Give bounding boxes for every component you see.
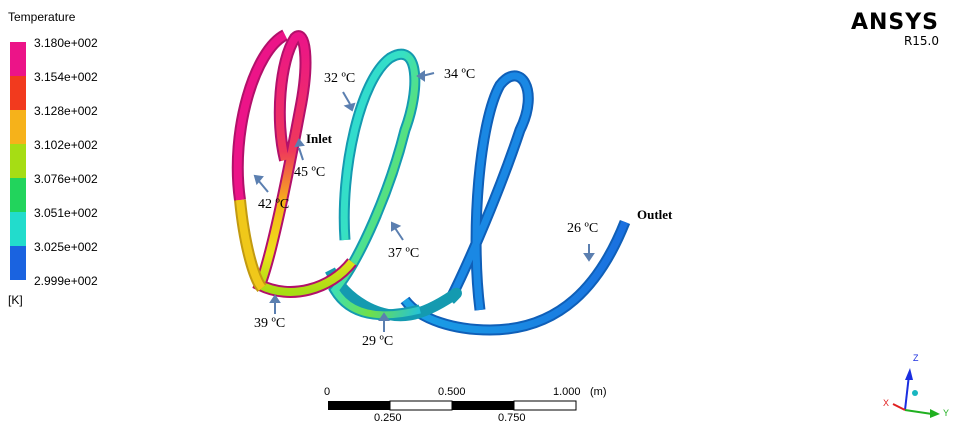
axis-x-label: X (883, 398, 890, 408)
temp-label-26: 26 ºC (567, 221, 599, 236)
scale-label-0-500: 0.500 (438, 386, 466, 398)
scale-bar (328, 400, 577, 411)
legend-swatch-2 (10, 76, 26, 110)
legend-value-2: 3.154e+002 (34, 70, 98, 84)
coil-loop-2 (325, 48, 462, 322)
legend-value-1: 3.180e+002 (34, 36, 98, 50)
temp-label-39: 39 ºC (254, 316, 286, 331)
scale-label-0-750: 0.750 (498, 412, 526, 424)
axis-triad (892, 368, 940, 418)
axis-z-label: Z (913, 353, 919, 363)
legend-value-6: 3.051e+002 (34, 206, 98, 220)
legend-swatch-1 (10, 42, 26, 76)
temp-label-34: 34 ºC (444, 67, 476, 82)
legend-swatch-7 (10, 246, 26, 280)
outlet-label: Outlet (637, 207, 673, 222)
legend-unit: [K] (8, 293, 23, 307)
legend-value-5: 3.076e+002 (34, 172, 98, 186)
color-legend-bar (10, 42, 26, 280)
temp-label-45: 45 ºC (294, 165, 326, 180)
scale-label-0: 0 (324, 386, 331, 398)
axis-y-label: Y (943, 408, 950, 418)
legend-title: Temperature (8, 10, 76, 24)
temp-label-29: 29 ºC (362, 334, 394, 349)
coil-loop-3 (400, 70, 631, 336)
legend-swatch-5 (10, 178, 26, 212)
legend-swatch-6 (10, 212, 26, 246)
scale-label-0-250: 0.250 (374, 412, 402, 424)
legend-value-3: 3.128e+002 (34, 104, 98, 118)
legend-value-7: 3.025e+002 (34, 240, 98, 254)
annotation-arrows (253, 70, 595, 332)
scale-label-1-000: 1.000 (553, 386, 581, 398)
legend-value-8: 2.999e+002 (34, 274, 98, 288)
temp-label-37: 37 ºC (388, 246, 420, 261)
legend-value-4: 3.102e+002 (34, 138, 98, 152)
legend-swatch-3 (10, 110, 26, 144)
brand-version: R15.0 (903, 34, 939, 48)
coil-loop-1 (231, 29, 357, 298)
scale-unit: (m) (590, 386, 607, 398)
temp-label-32: 32 ºC (324, 71, 356, 86)
temp-label-42: 42 ºC (258, 197, 290, 212)
legend-swatch-4 (10, 144, 26, 178)
brand-name: ANSYS (850, 10, 939, 35)
inlet-label: Inlet (306, 131, 332, 146)
ansys-logo: ANSYS R15.0 (850, 10, 939, 49)
